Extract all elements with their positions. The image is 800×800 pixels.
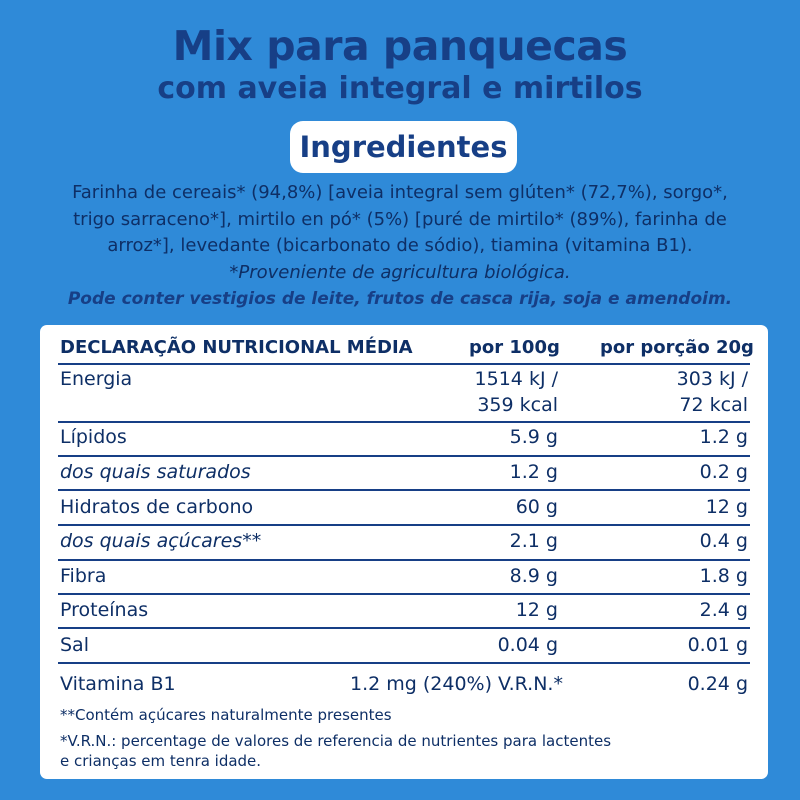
footnote-sugars: **Contém açúcares naturalmente presentes [60,706,392,724]
row-value-portion: 0.24 g [687,673,748,695]
row-value-100g: 5.9 g [509,426,558,448]
row-value-100g: 8.9 g [509,565,558,587]
row-value-portion: 0.01 g [687,634,748,656]
row-label: Lípidos [60,426,127,448]
organic-note: *Proveniente de agricultura biológica. [229,261,571,283]
row-value-100g: 0.04 g [497,634,558,656]
ingredients-line: arroz*], levedante (bicarbonato de sódio… [107,235,693,256]
row-value-100g: 60 g [515,496,558,518]
row-value-100g: 1.2 g [509,461,558,483]
allergen-warning: Pode conter vestigios de leite, frutos d… [67,289,733,309]
row-value-portion: 12 g [705,496,748,518]
product-subtitle: com aveia integral e mirtilos [157,71,643,106]
divider [58,627,750,629]
header-per-portion: por porção 20g [600,337,754,358]
row-value-portion: 2.4 g [699,599,748,621]
footnote-vrn: *V.R.N.: percentage de valores de refere… [60,732,612,770]
row-label: Fibra [60,565,107,587]
header-per-100g: por 100g [469,337,560,358]
row-value-portion: 1.2 g [699,426,748,448]
row-label: dos quais açúcares** [60,530,262,552]
divider [58,593,750,595]
row-label: Hidratos de carbono [60,496,254,518]
header-declaration: DECLARAÇÃO NUTRICIONAL MÉDIA [60,337,413,358]
ingredients-line: Farinha de cereais* (94,8%) [aveia integ… [72,182,728,203]
row-label: Energia [60,368,133,390]
row-value-100g: 2.1 g [509,530,558,552]
divider [58,455,750,457]
row-value-100g: 12 g [515,599,558,621]
nutrition-table: DECLARAÇÃO NUTRICIONAL MÉDIA por 100g po… [40,325,768,779]
ingredients-list: Farinha de cereais* (94,8%) [aveia integ… [34,180,766,313]
divider [58,489,750,491]
row-value-100g: 1.2 mg (240%) V.R.N.* [350,673,563,695]
row-label: Vitamina B1 [60,673,176,695]
ingredients-line: trigo sarraceno*], mirtilo en pó* (5%) [… [73,208,727,230]
divider [58,363,750,365]
row-label: dos quais saturados [60,461,251,483]
ingredients-heading: Ingredientes [290,121,517,173]
divider [58,559,750,561]
row-value-portion: 0.4 g [699,530,748,552]
row-value-100g: 1514 kJ / 359 kcal [474,368,558,416]
row-value-portion: 1.8 g [699,565,748,587]
row-value-portion: 0.2 g [699,461,748,483]
row-label: Sal [60,634,89,656]
row-label: Proteínas [60,599,149,621]
divider [58,524,750,526]
divider [58,421,750,423]
row-value-portion: 303 kJ / 72 kcal [676,368,748,416]
divider [58,662,750,664]
product-title: Mix para panquecas [172,22,628,70]
